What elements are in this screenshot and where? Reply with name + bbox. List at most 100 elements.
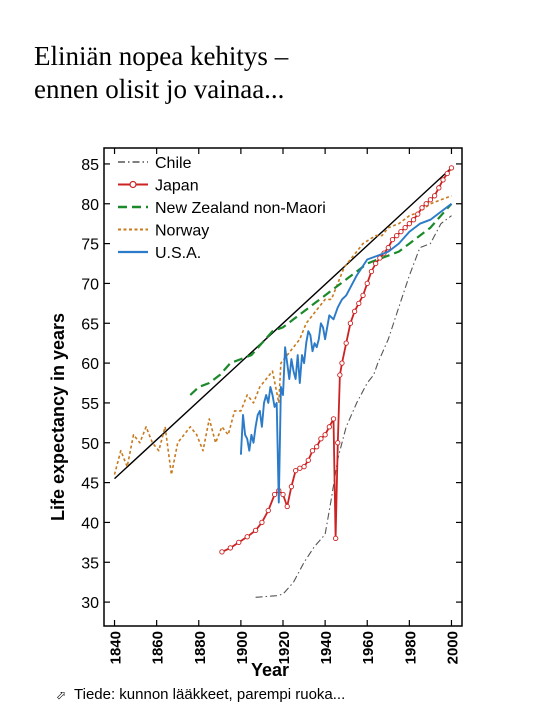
data-point-japan [330,416,337,422]
data-point-japan [219,549,225,555]
series-chile [255,215,452,598]
series-line-u-s-a [239,203,453,504]
data-point-japan [280,491,286,498]
data-point-japan [351,308,358,314]
data-point-japan [389,236,396,243]
data-point-japan [406,221,413,227]
x-tick-label: 1860 [150,631,167,664]
data-point-japan [410,217,417,223]
data-point-japan [271,491,278,498]
legend-label: Norway [155,223,209,240]
data-point-japan [368,268,375,275]
legend-label: Japan [155,178,199,195]
data-point-japan [305,457,311,463]
slide-title: Eliniän nopea kehitys – ennen olisit jo … [34,40,514,106]
data-point-japan [373,260,379,267]
arrow-bullet-icon: ⬀ [56,688,67,702]
data-point-japan [339,360,345,366]
footnote-text: Tiede: kunnon lääkkeet, parempi ruoka... [74,686,346,703]
data-point-japan [297,465,303,471]
legend-label: New Zealand non-Maori [155,200,326,217]
y-tick-label: 65 [81,316,99,333]
data-point-japan [292,467,299,474]
data-point-japan [364,280,370,287]
life-expectancy-chart: 30 35 40 45 50 55 60 65 70 75 80 85 1840 1860 1880 1900… [40,138,470,683]
data-point-japan [284,503,290,510]
x-tick-label: 1920 [276,631,293,664]
y-axis-label: Life expectancy in years [48,313,68,521]
data-point-japan [314,444,320,450]
series-u-s-a [239,203,453,504]
data-point-japan [398,229,404,235]
legend-label: Chile [155,155,192,172]
data-point-japan [335,440,341,446]
data-point-japan [288,483,295,490]
x-tick-label: 2000 [444,631,461,664]
data-point-japan [385,244,391,251]
data-point-japan [309,448,316,454]
data-point-japan [360,292,366,299]
data-point-japan [444,170,450,177]
data-point-japan [244,534,250,540]
series-layer [113,165,455,598]
y-tick-label: 70 [81,276,99,293]
data-point-japan [259,519,265,526]
trend-line [114,167,452,480]
data-point-japan [265,507,271,514]
data-point-japan [356,300,362,307]
data-point-japan [301,464,307,470]
x-tick-label: 1960 [360,631,377,664]
data-point-japan [423,201,429,207]
series-line-norway [113,195,452,476]
axes: 30 35 40 45 50 55 60 65 70 75 80 85 1840 1860 1880 1900… [81,147,463,664]
data-point-japan [440,177,446,183]
data-point-japan [419,205,425,211]
data-point-japan [431,193,438,199]
y-tick-label: 55 [81,396,99,413]
chart-background [40,138,470,683]
series-new-zealand-non-maori [189,203,453,396]
x-axis-label: Year [251,660,289,680]
data-point-japan [322,432,328,438]
legend-label: U.S.A. [155,245,201,262]
data-point-japan [252,527,259,534]
x-tick-label: 1940 [318,631,335,664]
data-point-japan [347,320,354,326]
x-tick-label: 1900 [234,631,251,664]
y-tick-label: 40 [81,515,99,532]
legend: Chile Japan New Zealand non-Maori Norway U.S… [118,155,326,262]
y-tick-label: 80 [81,197,99,214]
legend-marker [129,180,137,189]
data-point-japan [326,424,332,430]
chart-svg: 30 35 40 45 50 55 60 65 70 75 80 85 1840 1860 1880 1900… [40,138,470,683]
data-point-japan [343,340,349,346]
y-tick-label: 85 [81,157,99,174]
data-point-japan [448,165,455,171]
x-tick-label: 1840 [108,631,125,664]
slide-title-line-2: ennen olisit jo vainaa... [34,74,285,104]
data-point-japan [332,535,339,542]
x-tick-label: 1980 [402,631,419,664]
trend-layer [114,167,452,480]
y-tick-label: 75 [81,237,99,254]
y-tick-label: 50 [81,436,99,453]
series-line-japan [221,167,453,553]
y-tick-label: 30 [81,595,99,612]
data-point-japan [236,539,242,545]
y-tick-label: 60 [81,356,99,373]
x-tick-label: 1880 [192,631,209,664]
slide-title-line-1: Eliniän nopea kehitys – [34,41,289,71]
series-norway [113,195,452,476]
data-point-japan [227,545,234,551]
data-point-japan [318,436,324,442]
data-point-japan [337,372,343,378]
series-line-new-zealand-non-maori [189,203,453,396]
series-japan [219,165,455,555]
data-point-japan [394,232,400,239]
data-point-japan [427,197,434,203]
data-point-japan [436,185,442,191]
series-line-chile [255,215,452,598]
data-point-japan [415,211,421,217]
y-tick-label: 45 [81,476,99,493]
footnote: ⬀ Tiede: kunnon lääkkeet, parempi ruoka..… [56,686,345,703]
